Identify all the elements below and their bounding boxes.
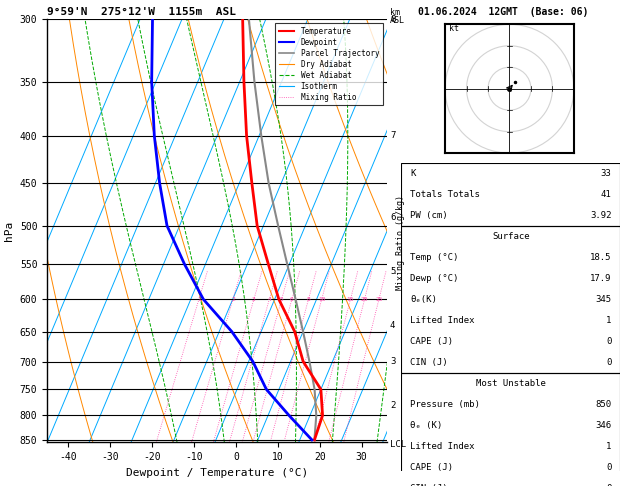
- Text: 5: 5: [390, 267, 396, 276]
- Text: Dewp (°C): Dewp (°C): [410, 274, 459, 283]
- Text: Most Unstable: Most Unstable: [476, 379, 546, 388]
- Text: 9°59'N  275°12'W  1155m  ASL: 9°59'N 275°12'W 1155m ASL: [47, 7, 236, 17]
- Text: LCL: LCL: [390, 440, 406, 449]
- Text: CAPE (J): CAPE (J): [410, 337, 453, 346]
- Text: 0: 0: [606, 337, 611, 346]
- Bar: [401, 163, 620, 226]
- Text: 10: 10: [318, 297, 325, 302]
- Text: 16: 16: [347, 297, 354, 302]
- Text: 4: 4: [267, 297, 271, 302]
- Text: 1: 1: [197, 297, 201, 302]
- Bar: [401, 373, 620, 486]
- Text: 8: 8: [390, 15, 396, 24]
- Text: 5: 5: [280, 297, 284, 302]
- Text: Totals Totals: Totals Totals: [410, 190, 480, 199]
- Text: 1: 1: [606, 442, 611, 451]
- Text: Pressure (mb): Pressure (mb): [410, 399, 480, 409]
- Text: 0: 0: [606, 484, 611, 486]
- Text: 01.06.2024  12GMT  (Base: 06): 01.06.2024 12GMT (Base: 06): [418, 7, 589, 17]
- Text: CAPE (J): CAPE (J): [410, 463, 453, 471]
- Text: 8: 8: [306, 297, 310, 302]
- Text: 3.92: 3.92: [590, 211, 611, 220]
- Text: 3: 3: [390, 357, 396, 366]
- Legend: Temperature, Dewpoint, Parcel Trajectory, Dry Adiabat, Wet Adiabat, Isotherm, Mi: Temperature, Dewpoint, Parcel Trajectory…: [276, 23, 383, 105]
- Text: Mixing Ratio (g/kg): Mixing Ratio (g/kg): [396, 195, 405, 291]
- Text: 33: 33: [601, 169, 611, 178]
- Text: 346: 346: [595, 420, 611, 430]
- Text: 4: 4: [390, 321, 396, 330]
- Text: 17.9: 17.9: [590, 274, 611, 283]
- Text: 345: 345: [595, 295, 611, 304]
- Text: 3: 3: [252, 297, 256, 302]
- Text: PW (cm): PW (cm): [410, 211, 448, 220]
- Text: 41: 41: [601, 190, 611, 199]
- Text: CIN (J): CIN (J): [410, 358, 448, 366]
- Text: kt: kt: [449, 24, 459, 33]
- Text: θₑ(K): θₑ(K): [410, 295, 437, 304]
- Text: ASL: ASL: [390, 16, 405, 25]
- Text: θₑ (K): θₑ (K): [410, 420, 442, 430]
- Text: 6: 6: [390, 213, 396, 222]
- Text: K: K: [410, 169, 415, 178]
- Text: 2: 2: [231, 297, 235, 302]
- Text: 1: 1: [606, 316, 611, 325]
- Text: 25: 25: [375, 297, 382, 302]
- Text: 7: 7: [390, 131, 396, 140]
- Text: Temp (°C): Temp (°C): [410, 253, 459, 262]
- Text: 6: 6: [290, 297, 294, 302]
- Y-axis label: hPa: hPa: [4, 221, 14, 241]
- Text: Surface: Surface: [492, 232, 530, 241]
- Text: CIN (J): CIN (J): [410, 484, 448, 486]
- Text: 0: 0: [606, 463, 611, 471]
- Text: km: km: [390, 8, 400, 17]
- Text: 2: 2: [390, 400, 396, 410]
- Text: 850: 850: [595, 399, 611, 409]
- Text: Lifted Index: Lifted Index: [410, 316, 474, 325]
- Bar: [401, 226, 620, 373]
- Text: 20: 20: [361, 297, 369, 302]
- Text: 0: 0: [606, 358, 611, 366]
- X-axis label: Dewpoint / Temperature (°C): Dewpoint / Temperature (°C): [126, 468, 308, 478]
- Text: 18.5: 18.5: [590, 253, 611, 262]
- Text: Lifted Index: Lifted Index: [410, 442, 474, 451]
